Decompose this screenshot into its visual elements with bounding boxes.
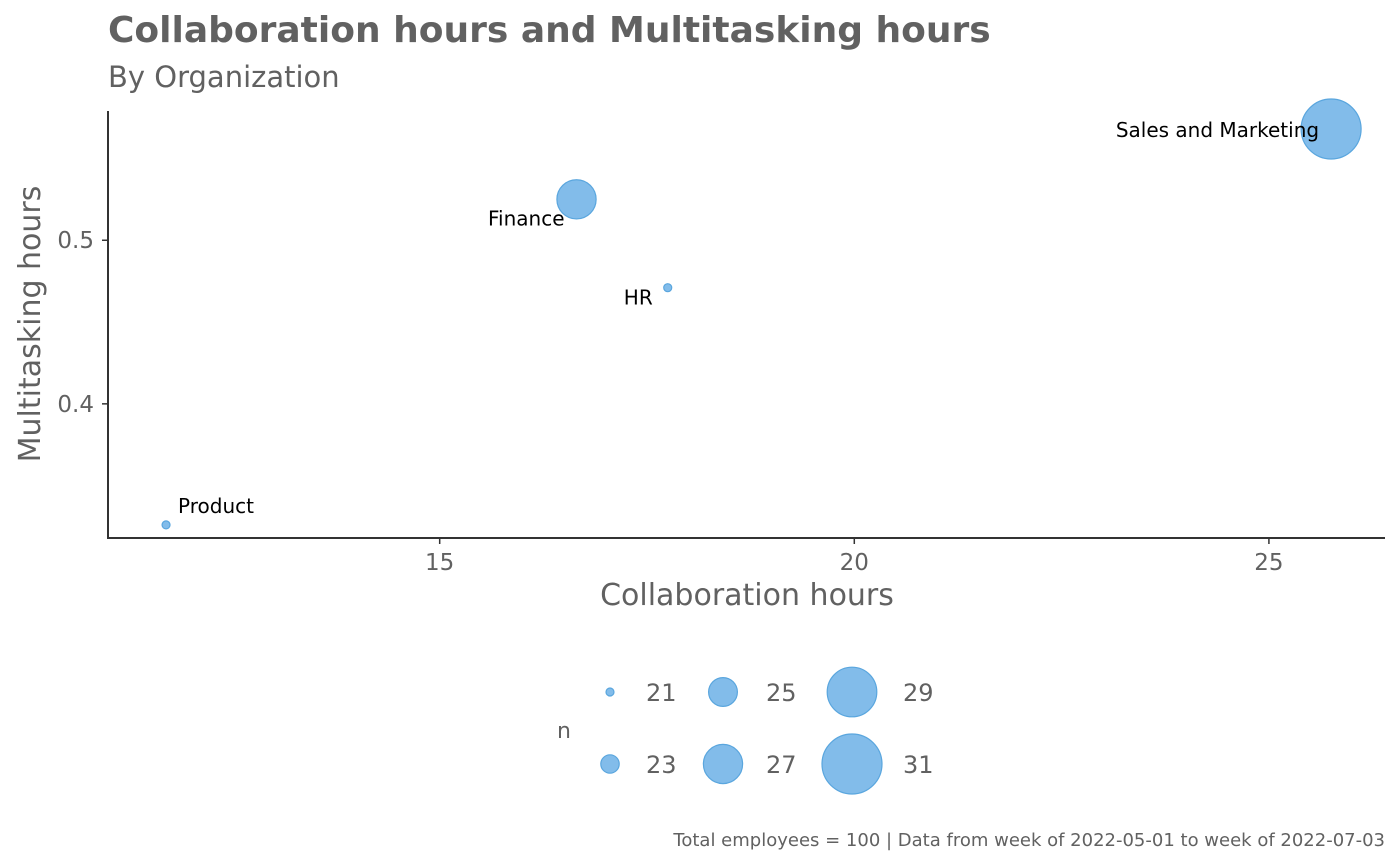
x-axis-ticks: 15 20 25 [425,538,1284,576]
legend-key-21 [605,687,615,697]
legend-label-21: 21 [646,679,677,707]
y-tick-label: 0.4 [57,392,94,418]
size-legend: n 21 25 29 23 27 31 [557,666,934,795]
legend-key-29 [826,666,878,718]
chart-title: Collaboration hours and Multitasking hou… [108,10,991,51]
point-product [161,520,171,530]
y-tick-label: 0.5 [57,228,94,254]
point-hr [663,283,673,293]
plot-area: Product Finance HR Sales and Marketing [161,98,1362,530]
legend-key-23 [600,754,620,774]
point-label-hr: HR [624,286,653,310]
x-tick-label: 25 [1254,550,1283,576]
legend-label-25: 25 [766,679,797,707]
legend-key-25 [707,676,738,707]
x-tick-label: 20 [840,550,869,576]
point-label-sales-and-marketing: Sales and Marketing [1116,118,1319,142]
legend-key-27 [702,743,744,785]
point-label-product: Product [178,494,254,518]
point-label-finance: Finance [488,206,565,230]
x-tick-label: 15 [425,550,454,576]
chart-subtitle: By Organization [108,60,340,94]
point-sales-and-marketing [1300,98,1362,160]
y-axis-title: Multitasking hours [13,186,48,463]
legend-label-31: 31 [903,751,934,779]
legend-title: n [557,719,571,744]
chart-caption: Total employees = 100 | Data from week o… [672,830,1385,851]
legend-label-27: 27 [766,751,797,779]
point-finance [556,179,597,220]
legend-label-29: 29 [903,679,934,707]
legend-key-31 [821,733,883,795]
legend-label-23: 23 [646,751,677,779]
y-axis-ticks: 0.4 0.5 [57,228,108,418]
x-axis-title: Collaboration hours [600,578,894,613]
